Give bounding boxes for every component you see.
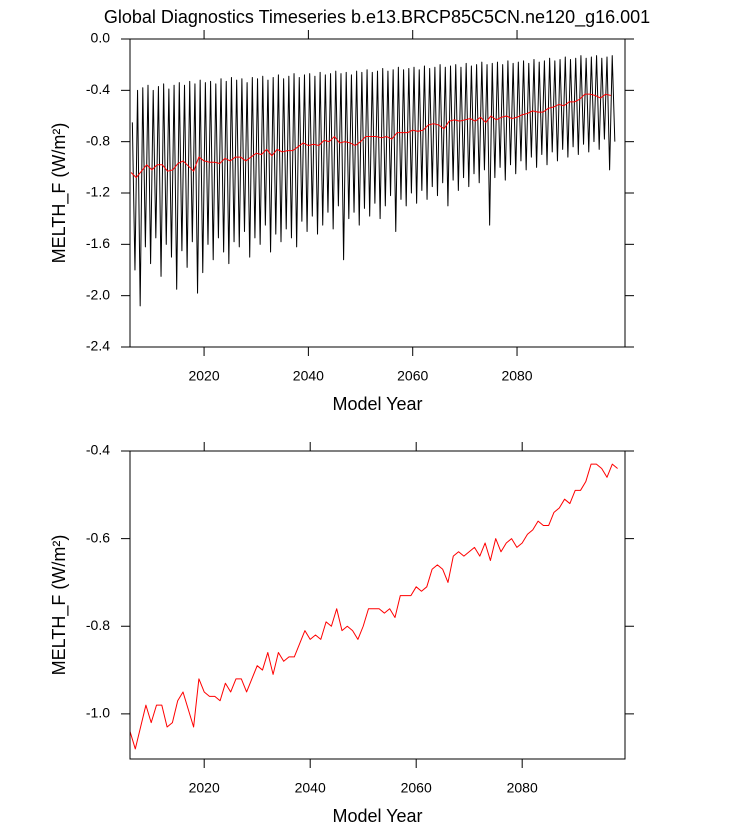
y-tick-label: -0.4 — [86, 442, 110, 458]
x-tick-label: 2080 — [501, 368, 532, 384]
y-axis-title: MELTH_F (W/m²) — [49, 535, 70, 676]
x-tick-label: 2080 — [507, 780, 538, 796]
chart-title: Global Diagnostics Timeseries b.e13.BRCP… — [104, 7, 650, 28]
y-tick-label: -0.8 — [86, 132, 110, 148]
y-tick-label: -1.0 — [86, 705, 110, 721]
x-axis-title: Model Year — [332, 806, 422, 826]
y-tick-label: 0.0 — [91, 30, 111, 46]
y-tick-label: -0.4 — [86, 81, 110, 97]
x-tick-label: 2020 — [188, 368, 219, 384]
plot-frame — [129, 450, 626, 760]
series-line — [131, 55, 616, 307]
y-tick-label: -2.4 — [86, 338, 110, 354]
y-tick-label: -1.2 — [86, 184, 110, 200]
series-line — [130, 463, 618, 750]
x-axis-title: Model Year — [332, 394, 422, 414]
series-line — [130, 93, 612, 179]
y-tick-label: -0.8 — [86, 617, 110, 633]
y-tick-label: -2.0 — [86, 286, 110, 302]
x-tick-label: 2040 — [295, 780, 326, 796]
y-tick-label: -1.6 — [86, 235, 110, 251]
x-tick-label: 2020 — [189, 780, 220, 796]
y-tick-label: -0.6 — [86, 529, 110, 545]
y-axis-title: MELTH_F (W/m²) — [49, 123, 70, 264]
x-tick-label: 2060 — [401, 780, 432, 796]
x-tick-label: 2040 — [293, 368, 324, 384]
x-tick-label: 2060 — [397, 368, 428, 384]
